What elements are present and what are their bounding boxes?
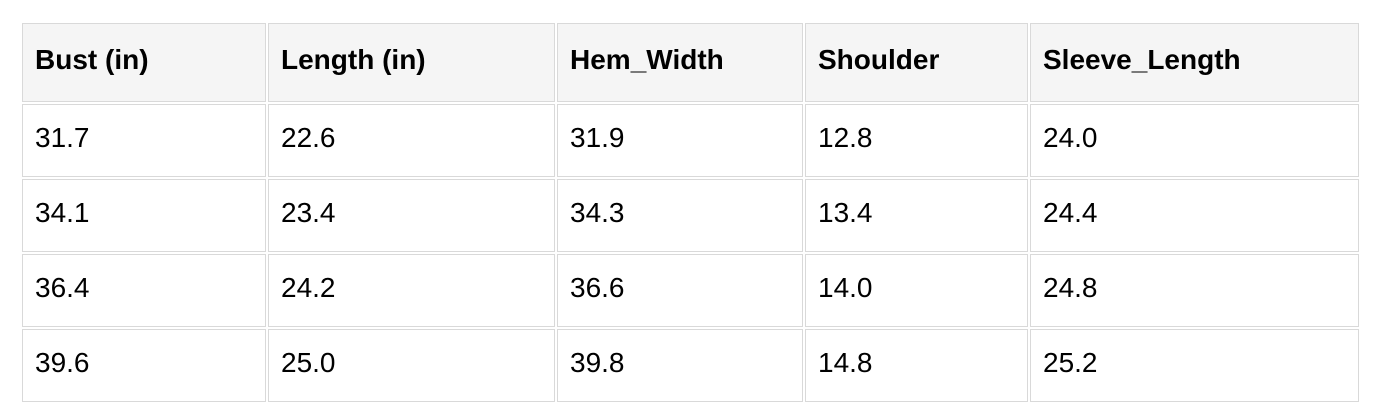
table-cell: 13.4 [805, 179, 1028, 252]
table-cell: 25.2 [1030, 329, 1359, 402]
table-row: 34.1 23.4 34.3 13.4 24.4 [22, 179, 1359, 252]
table-cell: 25.0 [268, 329, 555, 402]
table-row: 36.4 24.2 36.6 14.0 24.8 [22, 254, 1359, 327]
column-header-length: Length (in) [268, 23, 555, 102]
table-row: 39.6 25.0 39.8 14.8 25.2 [22, 329, 1359, 402]
table-cell: 24.8 [1030, 254, 1359, 327]
column-header-shoulder: Shoulder [805, 23, 1028, 102]
table-cell: 39.6 [22, 329, 266, 402]
table-cell: 24.2 [268, 254, 555, 327]
table-cell: 24.0 [1030, 104, 1359, 177]
table-cell: 31.9 [557, 104, 803, 177]
column-header-bust: Bust (in) [22, 23, 266, 102]
table-cell: 39.8 [557, 329, 803, 402]
measurements-table: Bust (in) Length (in) Hem_Width Shoulder… [20, 21, 1361, 404]
table-cell: 31.7 [22, 104, 266, 177]
table-cell: 34.3 [557, 179, 803, 252]
column-header-sleeve-length: Sleeve_Length [1030, 23, 1359, 102]
table-cell: 34.1 [22, 179, 266, 252]
column-header-hem-width: Hem_Width [557, 23, 803, 102]
table-cell: 14.0 [805, 254, 1028, 327]
table-cell: 36.6 [557, 254, 803, 327]
table-cell: 23.4 [268, 179, 555, 252]
table-row: 31.7 22.6 31.9 12.8 24.0 [22, 104, 1359, 177]
table-cell: 24.4 [1030, 179, 1359, 252]
table-cell: 36.4 [22, 254, 266, 327]
table-cell: 22.6 [268, 104, 555, 177]
table-cell: 14.8 [805, 329, 1028, 402]
header-row: Bust (in) Length (in) Hem_Width Shoulder… [22, 23, 1359, 102]
table-cell: 12.8 [805, 104, 1028, 177]
